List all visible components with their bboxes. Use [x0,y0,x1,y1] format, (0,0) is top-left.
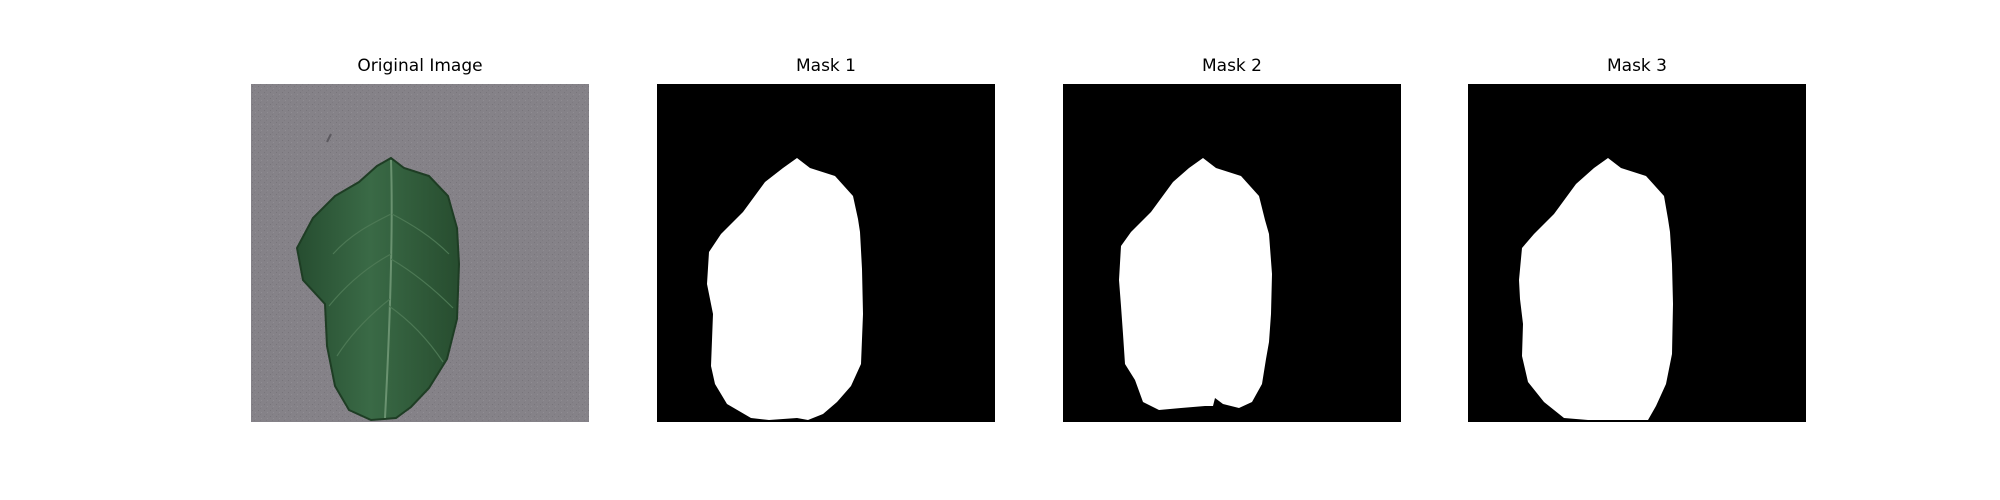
leaf-vein [328,253,392,307]
panel-mask-3: Mask 3 [1468,56,1806,422]
leaf-vein [388,305,444,363]
panel-title: Mask 1 [795,56,856,76]
surface-speck [326,133,332,143]
panel-original-image: Original Image [251,56,589,422]
leaf-vein [336,298,391,357]
leaf-vein [391,213,450,255]
original-image [251,84,589,422]
leaf-midrib [384,159,393,419]
mask-region [707,158,863,420]
panel-title: Mask 3 [1606,56,1667,76]
mask-region [1519,158,1673,420]
panel-title: Mask 2 [1201,56,1262,76]
panel-title: Original Image [357,56,483,76]
leaf-vein [332,213,392,255]
segmentation-mask [1063,84,1401,422]
mask-1-image [657,84,995,422]
mask-3-image [1468,84,1806,422]
segmentation-mask [1468,84,1806,422]
segmentation-mask [657,84,995,422]
mask-region [1119,158,1272,410]
leaf-photo [251,84,589,422]
mask-2-image [1063,84,1401,422]
panel-mask-1: Mask 1 [657,56,995,422]
panel-mask-2: Mask 2 [1063,56,1401,422]
leaf-vein [390,258,454,309]
